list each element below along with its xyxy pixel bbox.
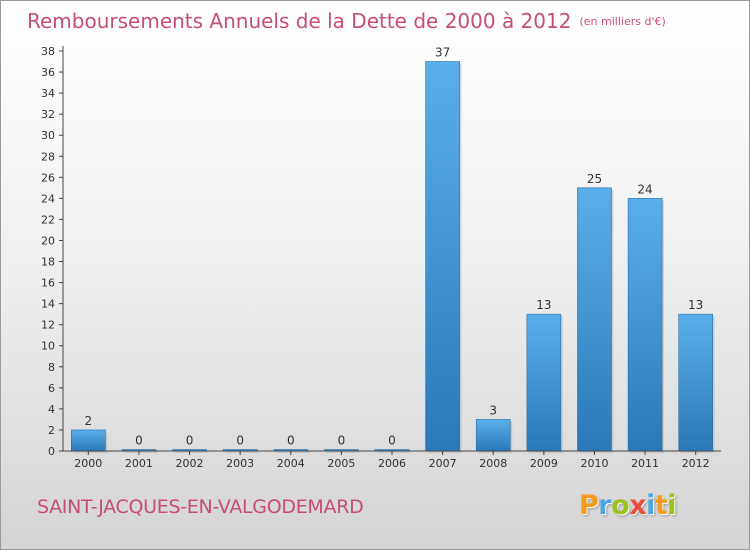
x-tick-label-2012: 2012 bbox=[682, 457, 710, 470]
y-tick-label: 2 bbox=[48, 424, 55, 437]
y-tick-label: 6 bbox=[48, 382, 55, 395]
x-tick-label-2009: 2009 bbox=[530, 457, 558, 470]
y-tick-label: 12 bbox=[41, 319, 55, 332]
x-tick-label-2010: 2010 bbox=[580, 457, 608, 470]
bar-shadow bbox=[174, 451, 209, 453]
y-tick-label: 28 bbox=[41, 150, 55, 163]
bar-shadow bbox=[225, 451, 260, 453]
x-tick-label-2005: 2005 bbox=[327, 457, 355, 470]
x-tick-label-2006: 2006 bbox=[378, 457, 406, 470]
bar-2007 bbox=[425, 61, 460, 452]
logo-letter: i bbox=[667, 490, 677, 521]
data-label-2000: 2 bbox=[84, 414, 92, 428]
x-tick-label-2000: 2000 bbox=[74, 457, 102, 470]
y-tick-label: 0 bbox=[48, 445, 55, 458]
logo-letter: r bbox=[598, 490, 612, 521]
data-label-2010: 25 bbox=[587, 172, 602, 186]
bar-2012 bbox=[678, 313, 713, 452]
data-label-2003: 0 bbox=[236, 434, 244, 448]
y-tick-label: 4 bbox=[48, 403, 55, 416]
logo-letter: x bbox=[629, 490, 647, 521]
data-label-2001: 0 bbox=[135, 434, 143, 448]
bar-shadow bbox=[326, 451, 361, 453]
bar-2010 bbox=[577, 187, 612, 452]
data-label-2009: 13 bbox=[536, 298, 551, 312]
bar-2008 bbox=[475, 419, 511, 452]
data-label-2002: 0 bbox=[186, 434, 194, 448]
bar-shadow bbox=[377, 451, 411, 453]
bars-group: 2 0 0 0 0 0 0 37 3 13 25 24 13 bbox=[71, 46, 715, 454]
bar-2000 bbox=[71, 429, 106, 452]
logo-letter: i bbox=[646, 490, 655, 521]
data-label-2008: 3 bbox=[489, 403, 497, 417]
title-text: Remboursements Annuels de la Dette de 20… bbox=[27, 9, 572, 33]
unit-label: (en milliers d'€) bbox=[579, 15, 666, 28]
x-tick-label-2011: 2011 bbox=[631, 457, 659, 470]
bar-shadow bbox=[123, 451, 158, 453]
x-tick-label-2008: 2008 bbox=[479, 457, 507, 470]
y-tick-label: 16 bbox=[41, 277, 55, 290]
data-label-2006: 0 bbox=[388, 434, 396, 448]
logo-letter: P bbox=[579, 490, 599, 521]
proxiti-logo: Proxiti bbox=[579, 490, 677, 521]
commune-name: SAINT-JACQUES-EN-VALGODEMARD bbox=[37, 496, 364, 518]
y-tick-label: 10 bbox=[41, 340, 55, 353]
x-tick-label-2004: 2004 bbox=[277, 457, 305, 470]
data-label-2012: 13 bbox=[688, 298, 703, 312]
data-label-2004: 0 bbox=[287, 434, 295, 448]
chart-title: Remboursements Annuels de la Dette de 20… bbox=[27, 9, 666, 33]
bar-2009 bbox=[526, 313, 562, 452]
y-tick-label: 30 bbox=[41, 129, 55, 142]
y-tick-label: 8 bbox=[48, 361, 55, 374]
y-tick-label: 36 bbox=[41, 66, 55, 79]
x-tick-label-2003: 2003 bbox=[226, 457, 254, 470]
bar-shadow bbox=[275, 451, 310, 453]
y-tick-label: 32 bbox=[41, 108, 55, 121]
logo-letter: o bbox=[611, 490, 630, 521]
y-tick-label: 24 bbox=[41, 192, 55, 205]
y-tick-label: 34 bbox=[41, 87, 55, 100]
data-label-2011: 24 bbox=[637, 182, 652, 196]
y-tick-label: 26 bbox=[41, 171, 55, 184]
y-tick-label: 14 bbox=[41, 298, 55, 311]
x-tick-label-2007: 2007 bbox=[429, 457, 457, 470]
bar-2011 bbox=[627, 198, 663, 452]
logo-letter: t bbox=[654, 490, 668, 521]
y-tick-label: 20 bbox=[41, 234, 55, 247]
y-tick-label: 18 bbox=[41, 256, 55, 269]
y-tick-label: 38 bbox=[41, 45, 55, 58]
x-tick-label-2001: 2001 bbox=[125, 457, 153, 470]
x-tick-label-2002: 2002 bbox=[176, 457, 204, 470]
data-label-2007: 37 bbox=[435, 46, 450, 60]
data-label-2005: 0 bbox=[338, 434, 346, 448]
y-tick-label: 22 bbox=[41, 213, 55, 226]
x-axis: 2000 2001 2002 2003 2004 2005 2006 2007 2008 2009… bbox=[63, 450, 721, 470]
